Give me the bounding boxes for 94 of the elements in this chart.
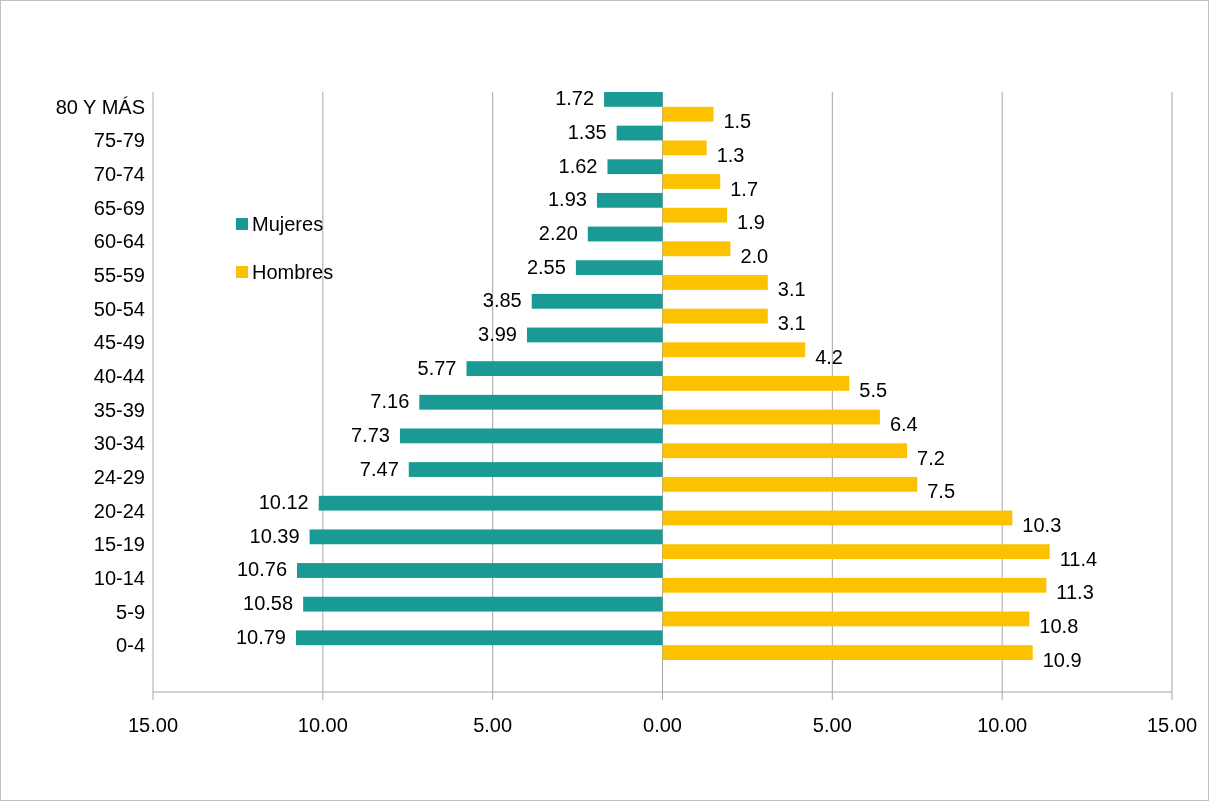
y-tick-label: 30-34 (93, 432, 145, 455)
data-label: 3.85 (482, 289, 522, 312)
bar (309, 529, 663, 545)
data-label: 1.35 (567, 121, 607, 144)
bar (466, 361, 663, 376)
bar (662, 645, 1033, 660)
x-tick-label: 15.00 (127, 714, 179, 736)
y-tick-label: 45-49 (93, 331, 145, 354)
bar (526, 327, 663, 343)
legend-label: Mujeres (252, 213, 324, 235)
data-label: 10.9 (1042, 648, 1082, 671)
y-tick-label: 60-64 (93, 230, 145, 253)
data-label: 7.47 (359, 457, 399, 480)
bar (662, 275, 768, 290)
bar (587, 226, 663, 242)
bar (662, 207, 728, 223)
data-label: 7.5 (927, 480, 956, 503)
data-label: 2.20 (538, 222, 578, 244)
y-tick-label: 55-59 (93, 264, 145, 287)
bar (662, 544, 1050, 560)
data-label: 5.5 (859, 379, 888, 402)
legend-label: Hombres (252, 261, 334, 283)
y-tick-label: 65-69 (93, 196, 145, 219)
x-tick-label: 5.00 (473, 714, 513, 736)
data-label: 10.79 (235, 625, 286, 648)
data-label: 10.3 (1022, 514, 1062, 536)
bar (575, 260, 663, 276)
y-tick-label: 5-9 (116, 600, 145, 623)
bar (662, 476, 918, 492)
data-label: 11.3 (1056, 581, 1094, 604)
data-label: 10.8 (1039, 614, 1079, 637)
data-label: 7.2 (917, 446, 945, 469)
bar (662, 140, 707, 156)
bar (662, 510, 1013, 526)
bar (662, 174, 721, 189)
bar (662, 577, 1047, 593)
data-label: 1.62 (558, 154, 598, 177)
y-tick-label: 24-29 (93, 465, 145, 488)
data-label: 3.99 (478, 322, 517, 345)
bar (662, 106, 714, 122)
data-label: 1.5 (723, 110, 752, 133)
y-tick-label: 40-44 (93, 365, 145, 387)
y-tick-label: 80 Y MÁS (55, 95, 145, 118)
bar (303, 596, 663, 612)
bar (616, 125, 663, 141)
data-label: 7.73 (351, 423, 390, 446)
data-label: 1.3 (716, 143, 745, 166)
y-tick-label: 0-4 (116, 634, 145, 657)
data-label: 10.12 (258, 491, 309, 514)
x-tick-label: 10.00 (297, 714, 348, 736)
bar (419, 394, 663, 410)
data-label: 3.1 (777, 312, 806, 335)
y-tick-label: 20-24 (93, 499, 145, 522)
x-tick-label: 5.00 (812, 714, 852, 736)
data-label: 2.0 (740, 244, 769, 267)
data-label: 6.4 (889, 413, 918, 436)
y-tick-label: 70-74 (93, 163, 145, 186)
bar (607, 159, 663, 175)
data-label: 4.2 (815, 345, 843, 368)
data-label: 1.72 (555, 87, 595, 110)
bar (297, 563, 663, 578)
y-tick-label: 50-54 (93, 297, 145, 320)
x-tick-label: 0.00 (643, 714, 682, 736)
data-label: 10.76 (236, 558, 288, 581)
y-tick-label: 35-39 (93, 398, 145, 421)
bar (662, 376, 850, 391)
bar (662, 409, 880, 425)
bar (399, 428, 663, 444)
y-tick-label: 75-79 (93, 129, 145, 152)
data-label: 11.4 (1059, 547, 1098, 570)
bar (531, 293, 663, 309)
bar (408, 462, 663, 477)
data-label: 2.55 (526, 255, 566, 278)
bar (296, 630, 663, 646)
y-tick-label: 10-14 (93, 566, 145, 589)
data-label: 7.16 (370, 390, 410, 413)
data-label: 10.39 (249, 524, 300, 547)
bar (596, 192, 663, 208)
data-label: 3.1 (777, 278, 806, 301)
x-tick-label: 15.00 (1146, 714, 1198, 736)
bar (662, 308, 768, 324)
bar (662, 241, 731, 257)
bar (662, 443, 908, 459)
bar (604, 92, 663, 107)
data-label: 1.7 (730, 177, 759, 200)
y-tick-label: 15-19 (93, 533, 145, 556)
data-label: 1.9 (737, 211, 765, 234)
x-tick-label: 10.00 (977, 714, 1028, 736)
bar (662, 611, 1030, 627)
bar (662, 342, 806, 358)
data-label: 1.93 (548, 188, 587, 211)
data-label: 10.58 (243, 592, 294, 615)
bar (318, 495, 663, 511)
data-label: 5.77 (417, 356, 457, 379)
